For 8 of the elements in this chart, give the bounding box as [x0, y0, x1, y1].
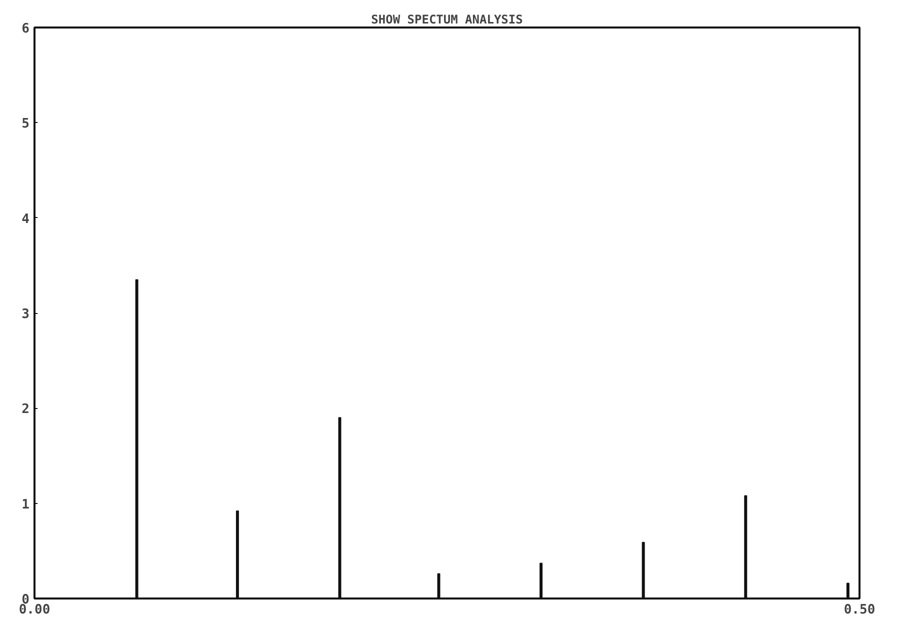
y-tick-label: 2 [22, 402, 30, 418]
y-tick-label: 5 [22, 116, 30, 132]
y-tick-label: 3 [22, 307, 30, 322]
y-tick-label: 4 [22, 212, 30, 227]
y-tick-label: 1 [22, 497, 30, 512]
x-tick-label: 0.50 [844, 602, 876, 618]
y-tick-label: 6 [22, 22, 30, 36]
chart-title: SHOW SPECTUM ANALYSIS [371, 12, 523, 26]
